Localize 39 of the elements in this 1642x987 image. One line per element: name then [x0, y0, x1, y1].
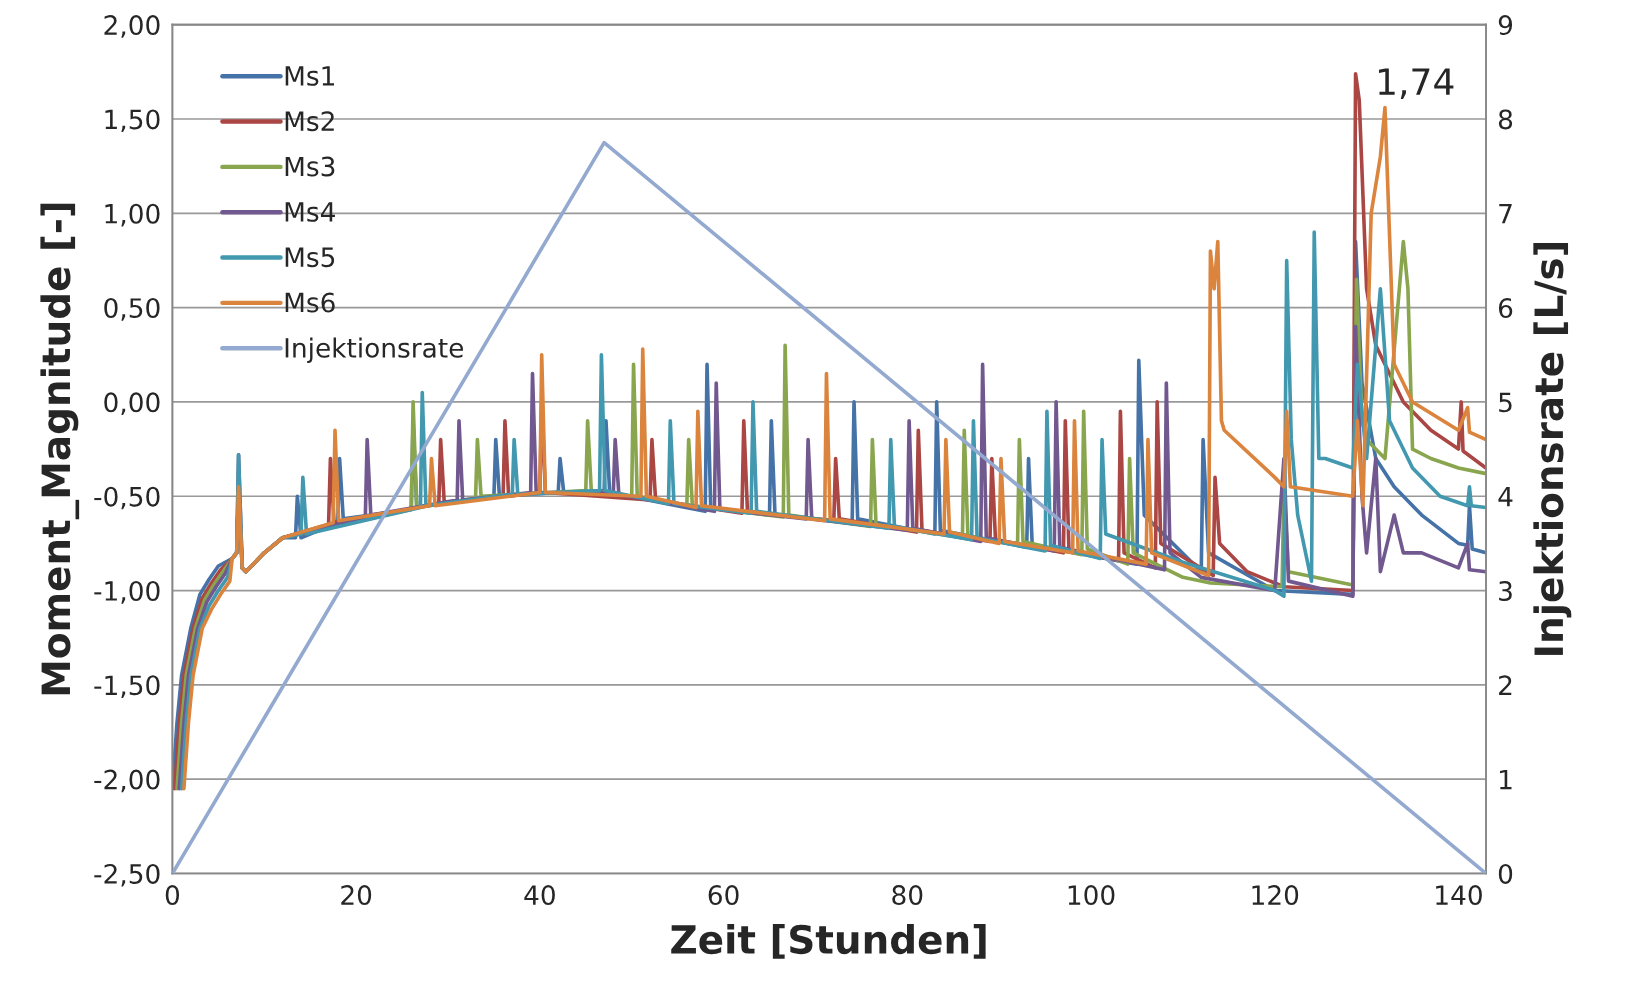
y2-tick-label: 4: [1498, 487, 1513, 507]
y2-tick-label: 7: [1499, 204, 1512, 224]
x-axis-title: Zeit [Stunden]: [671, 924, 986, 959]
x-tick-label: 40: [524, 885, 555, 906]
y2-tick-label: 2: [1499, 675, 1512, 695]
annotation: 1,74: [1378, 68, 1454, 99]
y2-tick-label: 9: [1498, 15, 1513, 36]
legend-label: Ms3: [285, 156, 335, 177]
legend-label: Injektionsrate: [285, 337, 463, 363]
x-tick-label: 20: [341, 885, 372, 906]
y-tick-label: -1,50: [94, 675, 160, 698]
y-tick-label: 2,00: [104, 15, 160, 38]
y2-tick-label: 6: [1498, 298, 1513, 319]
y2-tick-label: 5: [1499, 392, 1512, 413]
y-tick-label: -0,50: [94, 486, 160, 510]
legend-label: Ms6: [285, 292, 335, 313]
y2-tick-label: 8: [1498, 109, 1513, 130]
x-tick-label: 0: [165, 885, 180, 906]
x-tick-label: 120: [1252, 885, 1299, 906]
x-tick-label: 140: [1436, 885, 1482, 906]
x-tick-label: 80: [892, 885, 923, 906]
y2-tick-label: 3: [1499, 581, 1512, 601]
y-tick-label: 1,00: [105, 203, 160, 227]
x-tick-label: 60: [708, 885, 739, 906]
y2-tick-label: 1: [1500, 769, 1512, 790]
legend-label: Ms1: [285, 66, 334, 86]
y-tick-label: 1,50: [105, 109, 160, 133]
y2-tick-label: 0: [1498, 863, 1513, 884]
y-tick-label: -1,00: [94, 581, 160, 604]
y-axis-title: Moment_Magnitude [-]: [40, 203, 80, 695]
y-tick-label: -2,50: [94, 863, 160, 887]
y-tick-label: 0,00: [104, 392, 160, 416]
legend-label: Ms5: [285, 247, 335, 268]
y2-axis-title: Injektionsrate [L/s]: [1533, 243, 1572, 655]
legend-label: Ms2: [285, 111, 334, 132]
y-tick-label: 0,50: [104, 298, 160, 321]
y-tick-label: -2,00: [94, 769, 160, 793]
x-tick-label: 100: [1068, 885, 1115, 906]
legend-label: Ms4: [285, 202, 335, 222]
